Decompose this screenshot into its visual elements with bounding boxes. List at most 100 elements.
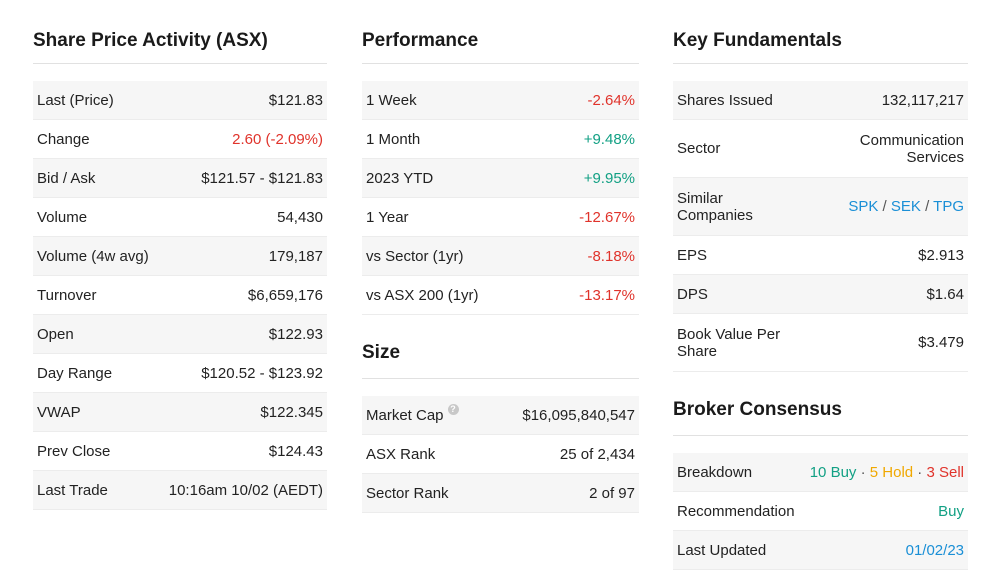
table-row: Market Cap? $16,095,840,547 — [362, 396, 639, 435]
last-trade-value: 10:16am 10/02 (AEDT) — [168, 481, 323, 499]
day-range-value: $120.52 - $123.92 — [201, 364, 323, 382]
eps-value: $2.913 — [918, 246, 964, 264]
bid-ask-value: $121.57 - $121.83 — [201, 169, 323, 187]
row-label: Last Trade — [37, 481, 108, 499]
perf-ytd-value: +9.95% — [583, 169, 635, 187]
perf-vs-asx200-value: -13.17% — [579, 286, 635, 304]
performance-panel: Performance 1 Week -2.64% 1 Month +9.48% 2… — [362, 0, 639, 513]
table-row: 2023 YTD +9.95% — [362, 159, 639, 198]
table-row: Change 2.60 (-2.09%) — [33, 120, 327, 159]
row-label: Bid / Ask — [37, 169, 96, 187]
table-row: DPS $1.64 — [673, 275, 968, 314]
table-row: Recommendation Buy — [673, 492, 968, 531]
similar-link-spk[interactable]: SPK — [848, 198, 879, 215]
row-label: Similar Companies — [677, 189, 753, 224]
table-row: Shares Issued 132,117,217 — [673, 81, 968, 120]
similar-link-tpg[interactable]: TPG — [933, 198, 964, 215]
table-row: Last Trade 10:16am 10/02 (AEDT) — [33, 471, 327, 510]
book-value-value: $3.479 — [918, 334, 964, 351]
row-label: Day Range — [37, 364, 113, 382]
turnover-value: $6,659,176 — [247, 286, 323, 304]
dps-value: $1.64 — [926, 285, 964, 303]
table-row: Turnover $6,659,176 — [33, 276, 327, 315]
row-label: ASX Rank — [366, 445, 436, 463]
row-label: Market Cap? — [366, 403, 459, 424]
sell-count: 3 Sell — [926, 463, 964, 481]
row-label: Open — [37, 325, 74, 343]
change-value: 2.60 (-2.09%) — [232, 130, 323, 148]
table-row: 1 Week -2.64% — [362, 81, 639, 120]
size-title: Size — [362, 327, 639, 379]
table-row: Volume 54,430 — [33, 198, 327, 237]
table-row: Sector Communication Services — [673, 120, 968, 178]
volume-4w-value: 179,187 — [268, 247, 323, 265]
broker-consensus-panel: Broker Consensus Breakdown 10 Buy · 5 Ho… — [673, 384, 968, 570]
asx-rank-value: 25 of 2,434 — [559, 445, 635, 463]
table-row: Last Updated 01/02/23 — [673, 531, 968, 570]
table-row: Prev Close $124.43 — [33, 432, 327, 471]
table-row: 1 Year -12.67% — [362, 198, 639, 237]
table-row: Day Range $120.52 - $123.92 — [33, 354, 327, 393]
broker-title: Broker Consensus — [673, 384, 968, 436]
buy-count: 10 Buy — [809, 463, 857, 481]
table-row: vs ASX 200 (1yr) -13.17% — [362, 276, 639, 315]
slash-separator: / — [882, 198, 887, 215]
table-row: Book Value Per Share $3.479 — [673, 314, 968, 372]
row-label: vs ASX 200 (1yr) — [366, 286, 479, 304]
size-panel: Size Market Cap? $16,095,840,547 ASX Rank… — [362, 327, 639, 513]
prev-close-value: $124.43 — [268, 442, 323, 460]
open-value: $122.93 — [268, 325, 323, 343]
perf-vs-sector-value: -8.18% — [587, 247, 635, 265]
row-label: 1 Month — [366, 130, 421, 148]
volume-value: 54,430 — [277, 208, 323, 226]
table-row: 1 Month +9.48% — [362, 120, 639, 159]
row-label: Turnover — [37, 286, 97, 304]
row-label: Last Updated — [677, 541, 767, 559]
row-label: VWAP — [37, 403, 81, 421]
key-fundamentals-panel: Key Fundamentals Shares Issued 132,117,21… — [673, 0, 968, 570]
table-row: Volume (4w avg) 179,187 — [33, 237, 327, 276]
hold-count: 5 Hold — [869, 463, 914, 481]
table-row: Similar Companies SPK / SEK / TPG — [673, 178, 968, 236]
market-cap-value: $16,095,840,547 — [522, 406, 635, 424]
help-icon[interactable]: ? — [447, 403, 459, 415]
dot-separator: · — [860, 463, 866, 481]
row-label: Volume (4w avg) — [37, 247, 149, 265]
last-updated-value: 01/02/23 — [905, 541, 964, 559]
slash-separator: / — [925, 198, 930, 215]
perf-1month-value: +9.48% — [583, 130, 635, 148]
row-label: 1 Year — [366, 208, 409, 226]
table-row: Breakdown 10 Buy · 5 Hold · 3 Sell — [673, 453, 968, 492]
similar-link-sek[interactable]: SEK — [890, 198, 921, 215]
breakdown-value: 10 Buy · 5 Hold · 3 Sell — [810, 464, 964, 481]
last-price-value: $121.83 — [268, 91, 323, 109]
vwap-value: $122.345 — [260, 403, 323, 421]
market-cap-label: Market Cap — [366, 406, 444, 424]
row-label: Breakdown — [677, 463, 753, 481]
row-label: Shares Issued — [677, 91, 773, 109]
fundamentals-title: Key Fundamentals — [673, 0, 968, 64]
table-row: EPS $2.913 — [673, 236, 968, 275]
share-price-activity-panel: Share Price Activity (ASX) Last (Price) $… — [33, 0, 327, 510]
row-label: 1 Week — [366, 91, 417, 109]
similar-companies-links: SPK / SEK / TPG — [848, 198, 964, 215]
dot-separator: · — [917, 463, 923, 481]
row-label: vs Sector (1yr) — [366, 247, 464, 265]
shares-issued-value: 132,117,217 — [881, 91, 964, 109]
row-label: Last (Price) — [37, 91, 114, 109]
row-label: Sector — [677, 140, 721, 157]
row-label: Volume — [37, 208, 88, 226]
table-row: vs Sector (1yr) -8.18% — [362, 237, 639, 276]
perf-1week-value: -2.64% — [587, 91, 635, 109]
performance-title: Performance — [362, 0, 639, 64]
table-row: Sector Rank 2 of 97 — [362, 474, 639, 513]
table-row: Bid / Ask $121.57 - $121.83 — [33, 159, 327, 198]
table-row: VWAP $122.345 — [33, 393, 327, 432]
recommendation-value: Buy — [938, 502, 964, 520]
sector-value: Communication Services — [859, 131, 964, 166]
row-label: Book Value Per Share — [677, 325, 781, 360]
table-row: Last (Price) $121.83 — [33, 81, 327, 120]
row-label: Recommendation — [677, 502, 795, 520]
sector-rank-value: 2 of 97 — [589, 484, 635, 502]
row-label: Sector Rank — [366, 484, 449, 502]
